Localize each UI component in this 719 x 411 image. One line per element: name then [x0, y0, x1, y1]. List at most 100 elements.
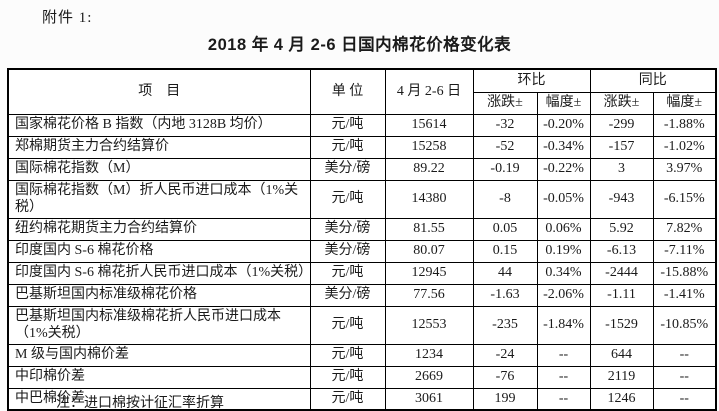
table-row: 国际棉花指数（M） 美分/磅 89.22 -0.19 -0.22% 3 3.97%	[7, 157, 717, 181]
mom-rate-cell: -0.22%	[536, 157, 591, 181]
yoy-rate-cell: -1.02%	[652, 135, 717, 159]
mom-rate-cell: 0.19%	[536, 239, 591, 263]
item-cell: 中印棉价差	[7, 365, 311, 389]
table-row: 巴基斯坦国内标准级棉花价格 美分/磅 77.56 -1.63 -2.06% -1.11 -1…	[7, 283, 717, 307]
value-cell: 89.22	[384, 157, 474, 181]
column-header-mom-change: 涨跌±	[472, 91, 538, 115]
unit-cell: 元/吨	[309, 179, 386, 219]
yoy-change-cell: -157	[589, 135, 654, 159]
attachment-label: 附件 1:	[42, 10, 93, 26]
mom-change-cell: -52	[472, 135, 538, 159]
value-cell: 80.07	[384, 239, 474, 263]
page-title: 2018 年 4 月 2-6 日国内棉花价格变化表	[207, 36, 512, 54]
mom-rate-cell: --	[536, 387, 591, 411]
item-cell: 印度国内 S-6 棉花折人民币进口成本（1%关税）	[7, 261, 311, 285]
mom-rate-cell: -0.34%	[536, 135, 591, 159]
yoy-rate-cell: 7.82%	[652, 217, 717, 241]
yoy-change-cell: -6.13	[589, 239, 654, 263]
mom-rate-cell: 0.06%	[536, 217, 591, 241]
unit-cell: 元/吨	[309, 305, 386, 345]
mom-change-cell: -235	[472, 305, 538, 345]
mom-change-cell: -1.63	[472, 283, 538, 307]
unit-cell: 元/吨	[309, 261, 386, 285]
yoy-change-cell: -2444	[589, 261, 654, 285]
unit-cell: 元/吨	[309, 343, 386, 367]
item-cell: 巴基斯坦国内标准级棉花折人民币进口成本（1%关税）	[7, 305, 311, 345]
yoy-rate-cell: 3.97%	[652, 157, 717, 181]
yoy-rate-cell: --	[652, 343, 717, 367]
mom-change-cell: -8	[472, 179, 538, 219]
unit-cell: 元/吨	[309, 113, 386, 137]
mom-change-cell: -32	[472, 113, 538, 137]
table-row: 国际棉花指数（M）折人民币进口成本（1%关税） 元/吨 14380 -8 -0.05% -…	[7, 179, 717, 219]
yoy-change-cell: -943	[589, 179, 654, 219]
unit-cell: 美分/磅	[309, 157, 386, 181]
mom-rate-cell: -0.20%	[536, 113, 591, 137]
item-cell: 中巴棉价差	[7, 387, 311, 411]
column-header-item: 项 目	[7, 68, 311, 115]
mom-rate-cell: -0.05%	[536, 179, 591, 219]
yoy-rate-cell: -10.85%	[652, 305, 717, 345]
yoy-change-cell: -299	[589, 113, 654, 137]
unit-cell: 美分/磅	[309, 217, 386, 241]
value-cell: 12553	[384, 305, 474, 345]
unit-cell: 元/吨	[309, 365, 386, 389]
yoy-rate-cell: --	[652, 387, 717, 411]
yoy-change-cell: -1.11	[589, 283, 654, 307]
cotton-price-table: 项 目 单 位 4 月 2-6 日 环比 同比 涨跌± 幅度± 涨跌± 幅度± …	[7, 68, 717, 411]
value-cell: 14380	[384, 179, 474, 219]
table-body: 国家棉花价格 B 指数（内地 3128B 均价） 元/吨 15614 -32 -0.20…	[7, 113, 717, 411]
table-row: M 级与国内棉价差 元/吨 1234 -24 -- 644 --	[7, 343, 717, 367]
table-row: 印度国内 S-6 棉花价格 美分/磅 80.07 0.15 0.19% -6.13 -7.1…	[7, 239, 717, 263]
unit-cell: 美分/磅	[309, 283, 386, 307]
column-header-unit: 单 位	[309, 68, 386, 115]
mom-change-cell: 44	[472, 261, 538, 285]
footnote: 注：进口棉按计征汇率折算	[56, 396, 224, 411]
unit-cell: 元/吨	[309, 135, 386, 159]
mom-rate-cell: -1.84%	[536, 305, 591, 345]
mom-rate-cell: -2.06%	[536, 283, 591, 307]
yoy-change-cell: -1529	[589, 305, 654, 345]
value-cell: 15614	[384, 113, 474, 137]
yoy-change-cell: 2119	[589, 365, 654, 389]
column-header-yoy: 同比	[589, 68, 717, 93]
item-cell: 印度国内 S-6 棉花价格	[7, 239, 311, 263]
value-cell: 81.55	[384, 217, 474, 241]
item-cell: 巴基斯坦国内标准级棉花价格	[7, 283, 311, 307]
column-header-yoy-change: 涨跌±	[589, 91, 654, 115]
yoy-rate-cell: -1.41%	[652, 283, 717, 307]
item-cell: 郑棉期货主力合约结算价	[7, 135, 311, 159]
item-cell: 国际棉花指数（M）折人民币进口成本（1%关税）	[7, 179, 311, 219]
table-row: 中巴棉价差 元/吨 3061 199 -- 1246 --	[7, 387, 717, 411]
item-cell: 国家棉花价格 B 指数（内地 3128B 均价）	[7, 113, 311, 137]
value-cell: 2669	[384, 365, 474, 389]
value-cell: 12945	[384, 261, 474, 285]
value-cell: 1234	[384, 343, 474, 367]
mom-change-cell: 0.05	[472, 217, 538, 241]
column-header-yoy-rate: 幅度±	[652, 91, 717, 115]
yoy-rate-cell: --	[652, 365, 717, 389]
table-row: 中印棉价差 元/吨 2669 -76 -- 2119 --	[7, 365, 717, 389]
item-cell: 纽约棉花期货主力合约结算价	[7, 217, 311, 241]
yoy-rate-cell: -7.11%	[652, 239, 717, 263]
table-row: 国家棉花价格 B 指数（内地 3128B 均价） 元/吨 15614 -32 -0.20…	[7, 113, 717, 137]
mom-change-cell: 199	[472, 387, 538, 411]
yoy-change-cell: 5.92	[589, 217, 654, 241]
table-row: 郑棉期货主力合约结算价 元/吨 15258 -52 -0.34% -157 -1.02%	[7, 135, 717, 159]
yoy-change-cell: 1246	[589, 387, 654, 411]
table-row: 巴基斯坦国内标准级棉花折人民币进口成本（1%关税） 元/吨 12553 -235 -1.…	[7, 305, 717, 345]
yoy-rate-cell: -1.88%	[652, 113, 717, 137]
unit-cell: 元/吨	[309, 387, 386, 411]
value-cell: 77.56	[384, 283, 474, 307]
column-header-date: 4 月 2-6 日	[384, 68, 474, 115]
table-row: 纽约棉花期货主力合约结算价 美分/磅 81.55 0.05 0.06% 5.92 7.82%	[7, 217, 717, 241]
mom-rate-cell: --	[536, 365, 591, 389]
mom-rate-cell: 0.34%	[536, 261, 591, 285]
mom-change-cell: -0.19	[472, 157, 538, 181]
table-header: 项 目 单 位 4 月 2-6 日 环比 同比 涨跌± 幅度± 涨跌± 幅度±	[7, 68, 717, 115]
table-row: 印度国内 S-6 棉花折人民币进口成本（1%关税） 元/吨 12945 44 0.34%…	[7, 261, 717, 285]
mom-change-cell: -76	[472, 365, 538, 389]
mom-change-cell: 0.15	[472, 239, 538, 263]
yoy-rate-cell: -15.88%	[652, 261, 717, 285]
